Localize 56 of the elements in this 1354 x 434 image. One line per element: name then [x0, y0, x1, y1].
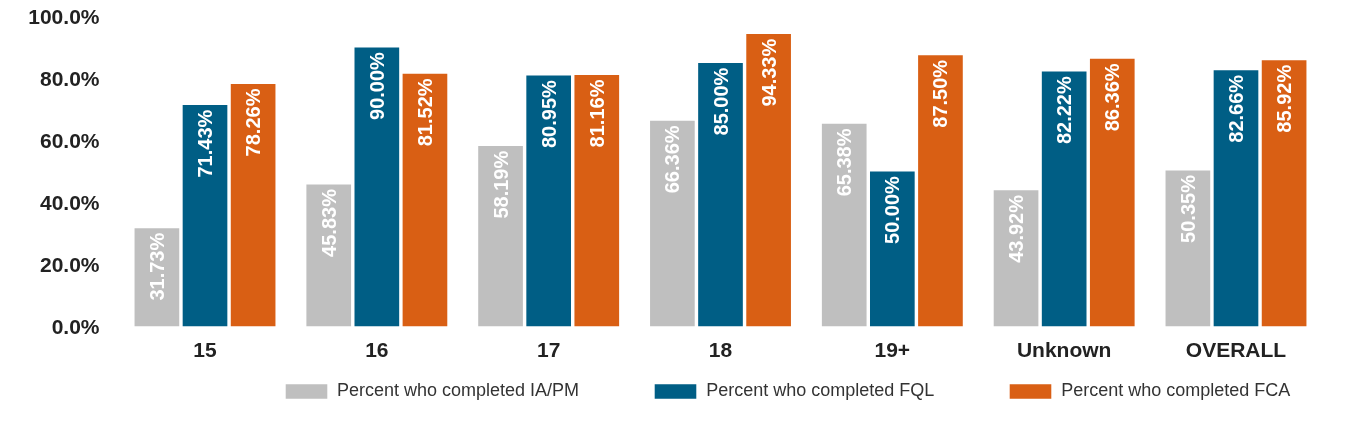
data-label: 85.92%: [1273, 64, 1296, 133]
y-tick-label: 20.0%: [39, 253, 100, 276]
bar: [526, 75, 572, 327]
data-label: 31.73%: [145, 232, 168, 301]
data-label: 94.33%: [757, 38, 780, 107]
bar: [650, 120, 695, 327]
data-label: 86.36%: [1101, 63, 1124, 132]
data-label: 45.83%: [317, 188, 340, 257]
x-tick-label: Unknown: [1016, 337, 1112, 361]
x-tick-label: 15: [193, 337, 218, 361]
bar: [182, 105, 228, 327]
bar: [821, 123, 867, 327]
x-tick-label: OVERALL: [1185, 337, 1287, 361]
data-label: 82.22%: [1053, 76, 1076, 145]
legend-label: Percent who completed FQL: [706, 380, 935, 401]
bar: [1089, 58, 1135, 327]
y-tick-label: 60.0%: [39, 129, 100, 152]
bar: [402, 73, 448, 327]
data-label: 87.50%: [929, 59, 952, 128]
data-label: 43.92%: [1005, 194, 1028, 263]
y-tick-label: 100.0%: [28, 5, 100, 28]
data-label: 50.35%: [1176, 174, 1199, 243]
data-label: 81.16%: [585, 79, 608, 148]
x-tick-label: 18: [708, 337, 733, 361]
data-label: 50.00%: [881, 175, 904, 244]
bar: [918, 55, 963, 327]
data-label: 82.66%: [1224, 74, 1247, 143]
bar: [306, 184, 352, 327]
bar: [1213, 70, 1259, 327]
bar: [354, 47, 400, 327]
bar: [746, 34, 791, 327]
y-tick-label: 80.0%: [39, 67, 100, 90]
x-tick-label: 19+: [874, 337, 911, 361]
bar: [869, 171, 915, 327]
data-label: 90.00%: [365, 51, 388, 120]
data-label: 58.19%: [489, 150, 512, 219]
x-tick-label: 16: [365, 337, 389, 361]
bar: [698, 63, 743, 327]
bar: [1261, 60, 1307, 327]
y-tick-label: 0.0%: [51, 315, 100, 338]
legend-label: Percent who completed IA/PM: [337, 380, 580, 401]
bar: [478, 146, 523, 327]
data-label: 80.95%: [537, 79, 560, 149]
y-tick-label: 40.0%: [39, 191, 100, 214]
data-label: 71.43%: [194, 109, 217, 178]
data-label: 78.26%: [242, 88, 265, 157]
data-label: 85.00%: [709, 67, 732, 136]
bar: [1041, 71, 1087, 327]
bar: [574, 74, 620, 327]
data-label: 66.36%: [661, 125, 684, 194]
data-label: 65.38%: [833, 128, 856, 197]
bar: [1165, 170, 1211, 327]
x-tick-label: 17: [536, 337, 561, 361]
legend-label: Percent who completed FCA: [1061, 380, 1291, 401]
data-label: 81.52%: [413, 78, 436, 147]
bar: [230, 83, 276, 327]
